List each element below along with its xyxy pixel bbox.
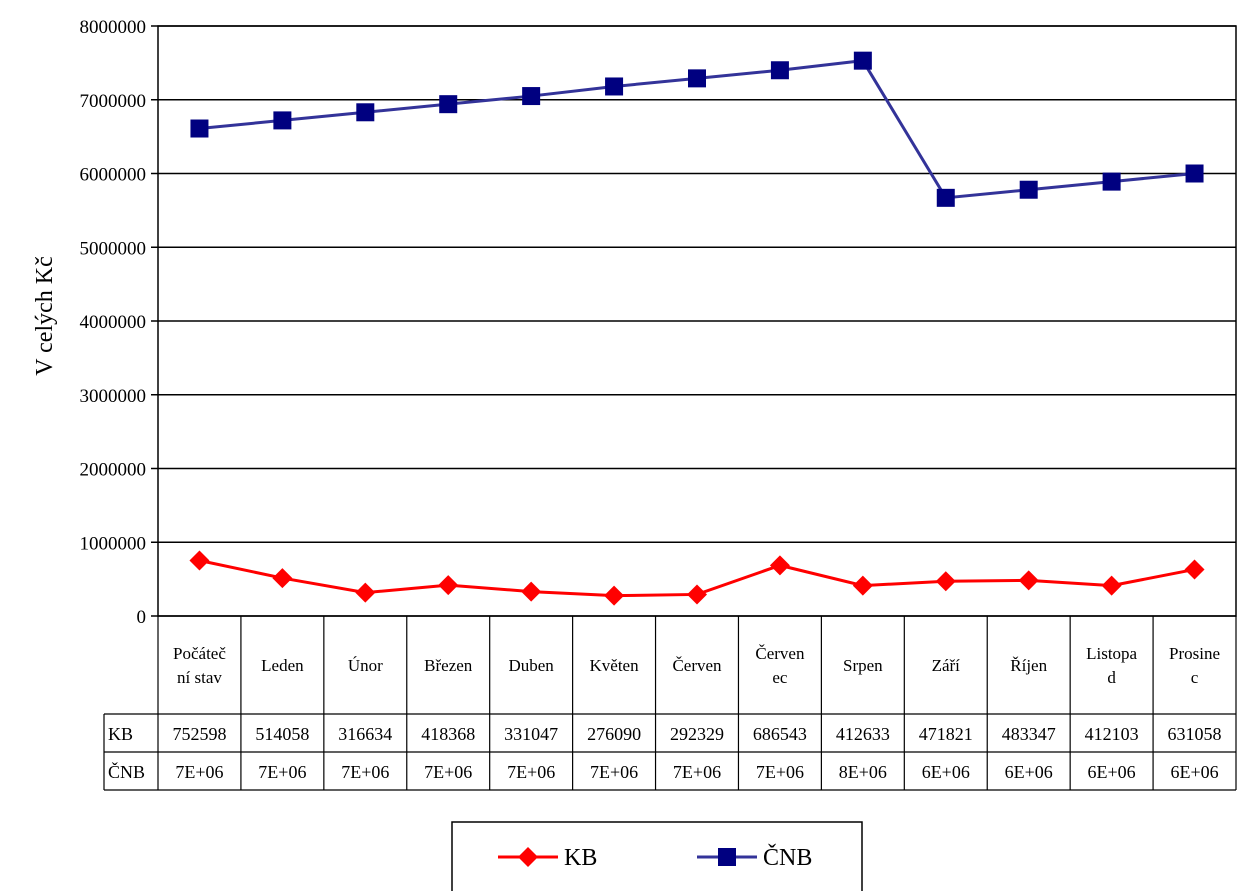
data-point [770,61,789,80]
x-tick-label: Květen [590,656,640,675]
data-label: 7E+06 [258,762,306,782]
y-tick-label: 8000000 [80,17,147,38]
data-label: 7E+06 [507,762,555,782]
data-point [273,111,292,130]
data-point [272,568,293,589]
data-point [687,584,707,605]
data-label: 471821 [919,724,973,744]
data-point [1185,164,1204,183]
x-tick-label: Listopa d [1086,644,1137,687]
data-point [688,69,706,88]
series-kb [189,550,1205,606]
data-label: 631058 [1168,724,1222,744]
data-point [1101,575,1122,596]
y-tick-label: 5000000 [80,238,147,259]
x-tick-label: Únor [348,656,383,675]
data-point [604,585,625,606]
x-tick-label: Červen [672,656,722,675]
data-label: 483347 [1002,724,1056,744]
data-point [1019,180,1038,199]
legend-marker [718,848,736,866]
x-tick-label: Červen ec [755,644,805,687]
data-point [936,188,955,207]
data-point [935,571,956,592]
data-label: 7E+06 [341,762,389,782]
data-point [1018,570,1039,591]
data-label: 412633 [836,724,890,744]
table-row-label: KB [108,724,133,744]
legend-entry: ČNB [697,844,812,871]
data-label: 316634 [338,724,392,744]
data-point [438,575,459,596]
data-label: 686543 [753,724,807,744]
data-point [521,581,542,602]
x-tick-label: Prosine c [1169,644,1220,687]
data-point [1102,172,1121,191]
data-point [355,582,376,603]
legend-marker [518,847,538,867]
gridlines [158,25,1236,617]
data-point [356,103,375,122]
data-label: 276090 [587,724,641,744]
data-label: 7E+06 [756,762,804,782]
data-label: 6E+06 [1005,762,1053,782]
data-point [522,87,541,106]
legend-label: ČNB [763,844,812,871]
x-tick-label: Duben [508,656,554,675]
data-point [189,550,210,571]
data-label: 6E+06 [1088,762,1136,782]
y-tick-label: 6000000 [80,165,147,186]
legend-entry: KB [498,845,597,871]
y-tick-label: 4000000 [80,312,147,333]
table-row-label: ČNB [108,761,145,782]
series-cnb [190,51,1204,207]
x-tick-label: Počáteč ní stav [173,644,226,687]
data-point [1184,559,1205,580]
y-tick-label: 1000000 [80,533,147,554]
data-label: 331047 [504,724,558,744]
data-point [853,51,872,70]
data-point [605,77,624,96]
legend-label: KB [564,845,597,871]
y-axis-label: V celých Kč [32,256,58,376]
y-tick-label: 3000000 [80,386,147,407]
data-label: 6E+06 [922,762,970,782]
data-label: 7E+06 [673,762,721,782]
data-label: 7E+06 [424,762,472,782]
x-tick-label: Leden [261,656,304,675]
series-lines [189,51,1205,606]
data-label: 752598 [172,724,226,744]
x-tick-label: Březen [424,656,473,675]
data-point [852,575,873,596]
y-tick-label: 0 [137,607,147,628]
x-tick-label: Září [932,656,961,675]
data-label: 7E+06 [175,762,223,782]
y-tick-label: 2000000 [80,460,147,481]
x-tick-label: Srpen [843,656,883,675]
data-label: 514058 [255,724,309,744]
data-label: 6E+06 [1170,762,1218,782]
data-label: 8E+06 [839,762,887,782]
data-point [439,95,458,114]
y-axis-ticks: 0 1000000 2000000 3000000 4000000 5000000 6000… [80,17,158,628]
data-table: Počáteč ní stav Leden Únor Březen Duben Květen… [103,616,1237,791]
data-label: 7E+06 [590,762,638,782]
y-tick-label: 7000000 [80,91,147,112]
data-point [190,119,209,138]
data-point [769,555,790,576]
data-label: 412103 [1085,724,1139,744]
x-tick-label: Říjen [1010,656,1047,675]
data-label: 292329 [670,724,724,744]
legend: KB ČNB [451,821,863,891]
data-label: 418368 [421,724,475,744]
